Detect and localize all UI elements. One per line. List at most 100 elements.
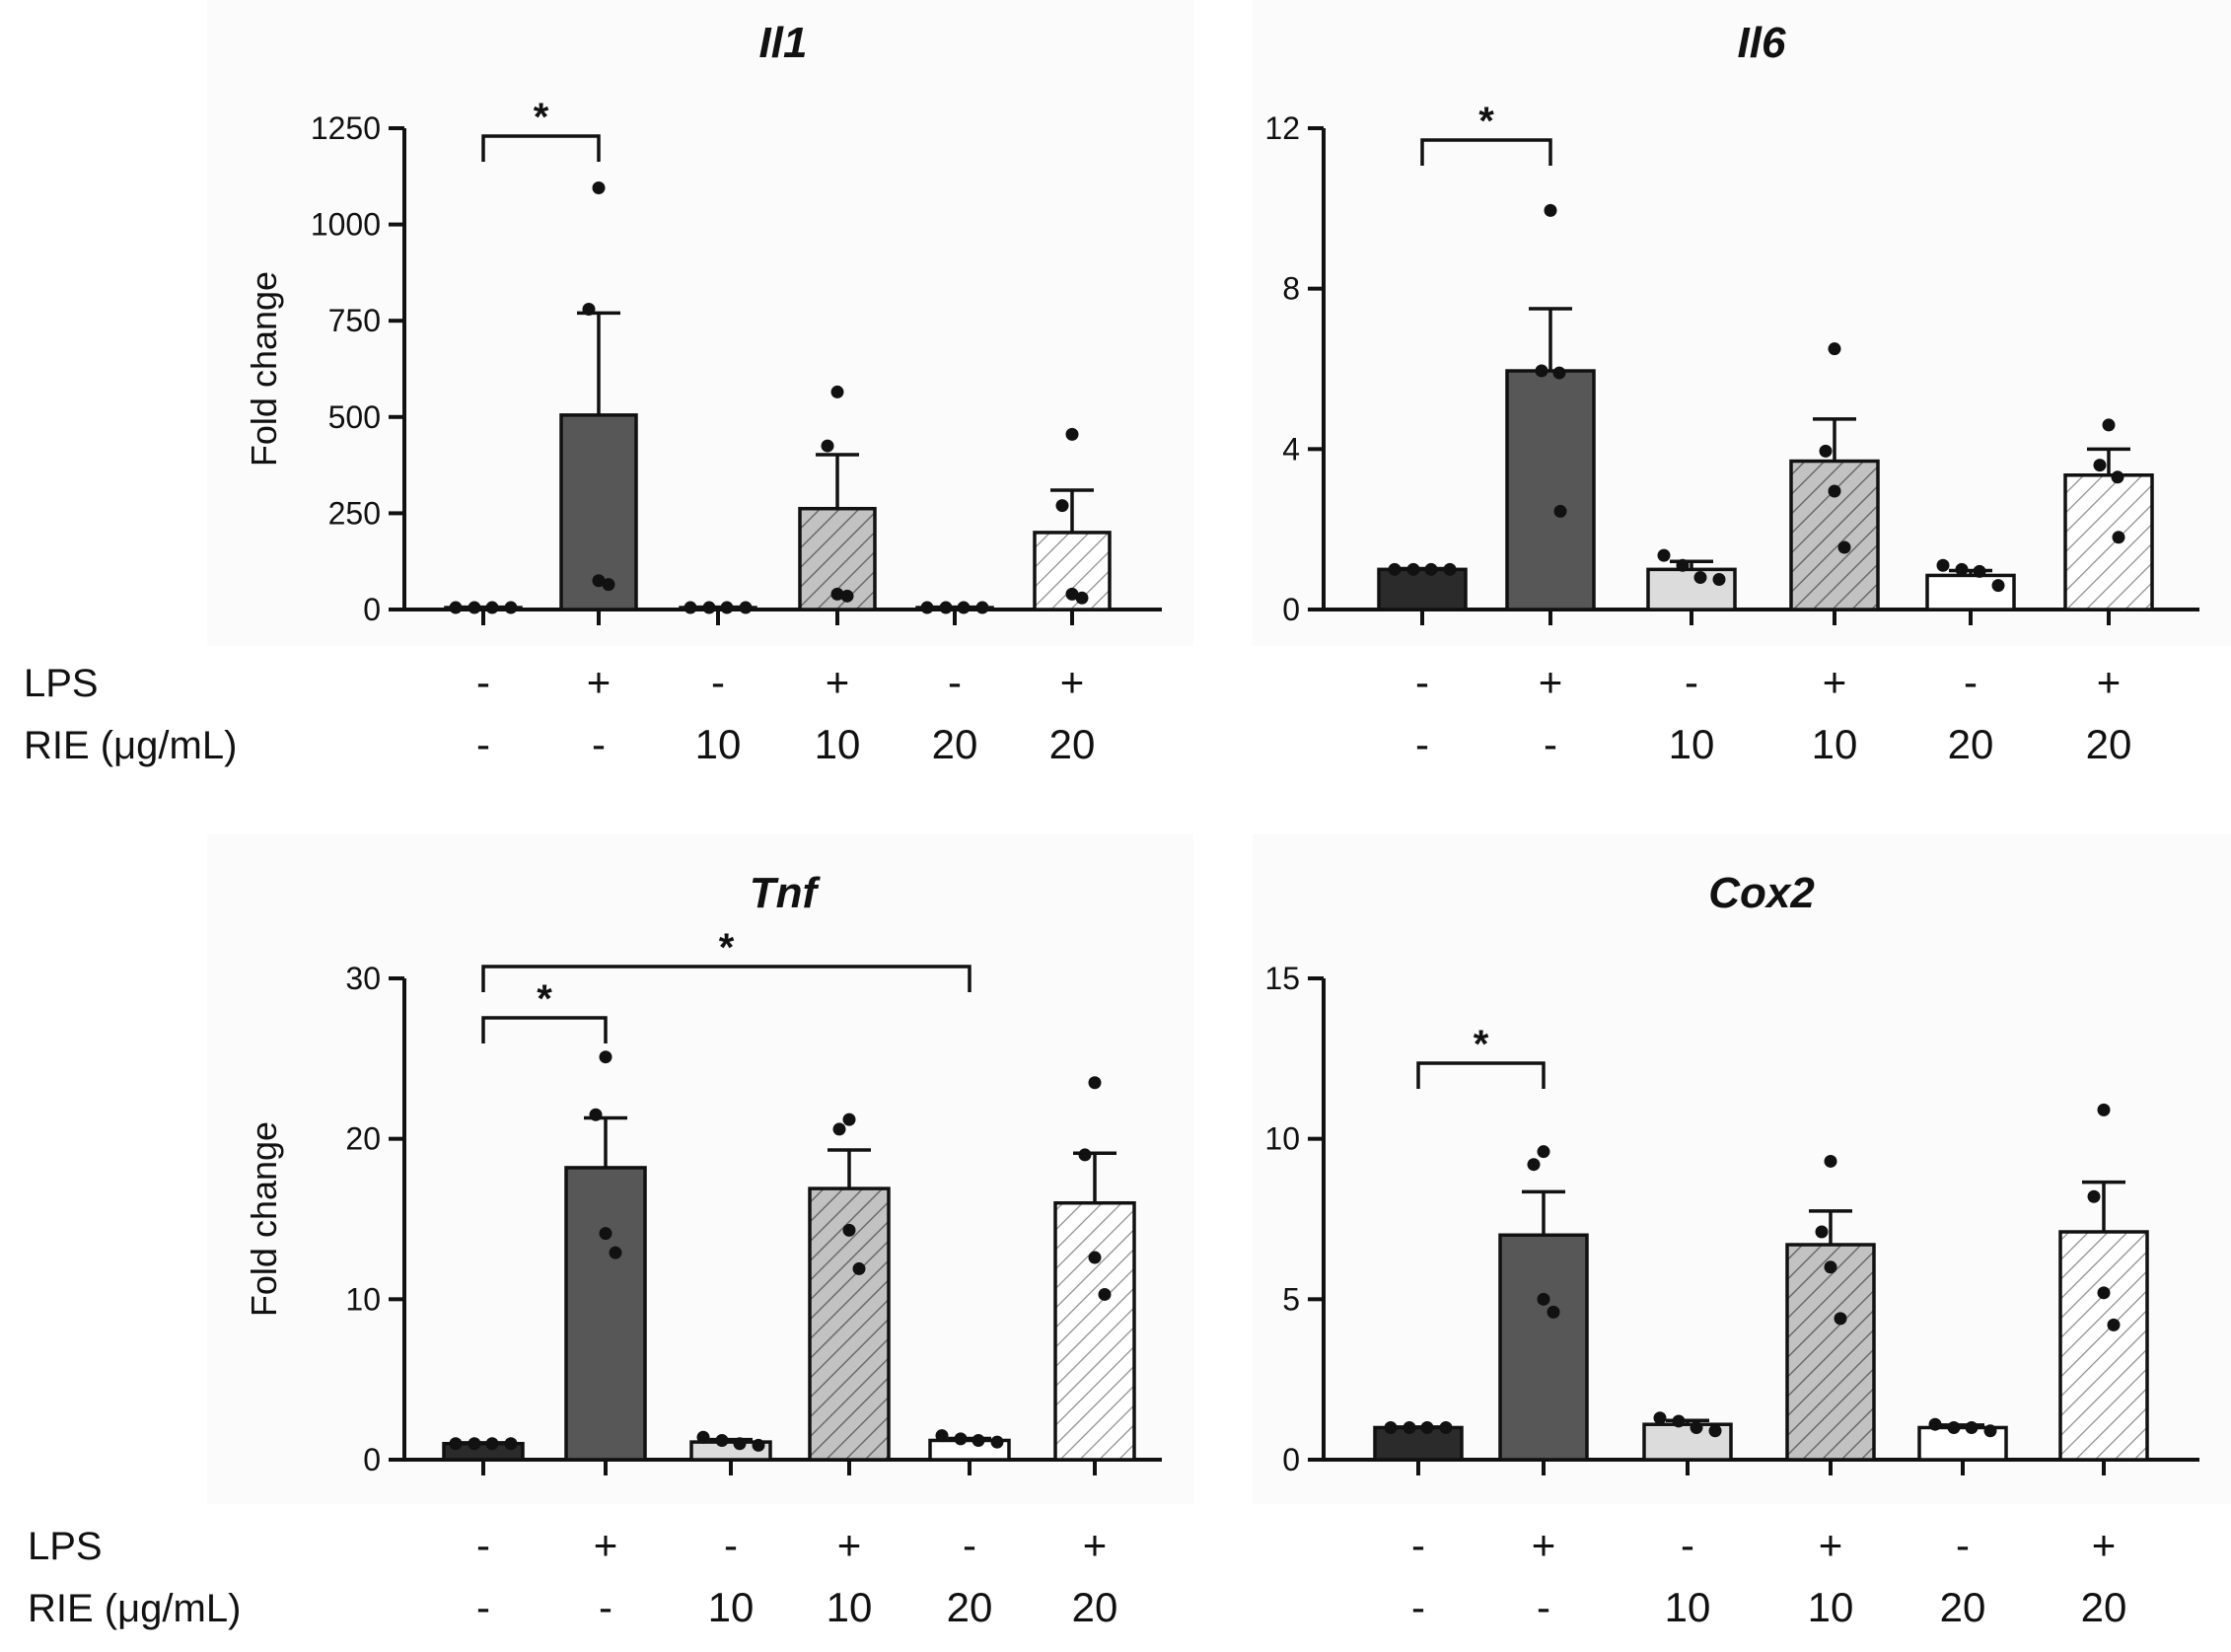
data-point <box>468 1437 481 1451</box>
data-point <box>1443 562 1457 576</box>
data-point <box>752 1438 765 1452</box>
data-point <box>609 1246 622 1259</box>
condition-value: 10 <box>708 1584 755 1630</box>
data-point <box>1955 562 1969 576</box>
data-point <box>1965 1420 1979 1434</box>
y-axis-label: Fold change <box>244 1121 284 1317</box>
condition-value: + <box>1060 659 1085 705</box>
data-point <box>840 589 854 603</box>
y-tick-label: 20 <box>345 1121 381 1157</box>
data-point <box>1834 1312 1847 1326</box>
data-point <box>830 385 844 398</box>
condition-value: - <box>476 659 490 705</box>
data-point <box>935 1429 949 1443</box>
data-point <box>939 601 953 614</box>
condition-value: 20 <box>1072 1584 1118 1630</box>
condition-row-label: LPS <box>24 662 99 705</box>
condition-value: 10 <box>695 721 742 767</box>
condition-value: 20 <box>1940 1584 1986 1630</box>
significance-bracket <box>1416 1061 1546 1089</box>
condition-value: + <box>587 659 612 705</box>
data-point <box>1553 504 1567 518</box>
condition-value: + <box>2092 1522 2117 1568</box>
chart-title: Tnf <box>750 869 822 917</box>
data-point <box>1527 1158 1541 1172</box>
condition-value: - <box>724 1522 738 1568</box>
chart-il1: Il1 0 250 500 750 1000 1250 Fold change * LPS - + - +… <box>24 19 1162 767</box>
data-point <box>1088 1076 1102 1090</box>
chart-title: Il1 <box>759 19 808 67</box>
condition-value: - <box>592 721 606 767</box>
data-point <box>852 1261 866 1275</box>
chart-tnf: Tnf 0 10 20 30 Fold change * * LPS - + - + - + RIE (μg/… <box>28 869 1162 1630</box>
condition-value: - <box>1544 721 1557 767</box>
data-point <box>1547 1305 1560 1319</box>
data-point <box>1824 1260 1837 1274</box>
y-tick-label: 10 <box>1264 1121 1300 1157</box>
data-point <box>2107 1318 2121 1331</box>
data-point <box>582 302 596 316</box>
data-point <box>1973 564 1986 578</box>
condition-value: + <box>594 1522 618 1568</box>
condition-value: 20 <box>1948 721 1994 767</box>
data-point <box>2093 459 2107 472</box>
data-point <box>2097 1103 2111 1116</box>
data-point <box>832 1122 846 1136</box>
significance-star: * <box>1478 100 1494 143</box>
condition-value: 10 <box>1808 1584 1854 1630</box>
condition-value: - <box>1964 659 1978 705</box>
bar <box>564 1166 647 1462</box>
y-tick-label: 250 <box>328 495 381 531</box>
condition-value: - <box>476 721 490 767</box>
data-point <box>842 1223 856 1237</box>
data-point <box>485 601 499 614</box>
condition-value: 20 <box>947 1584 993 1630</box>
data-point <box>842 1113 856 1126</box>
data-point <box>1828 342 1841 356</box>
data-point <box>715 1433 729 1447</box>
data-point <box>468 601 481 614</box>
data-point <box>1653 1411 1667 1425</box>
data-point <box>1088 1251 1102 1264</box>
y-tick-label: 750 <box>328 303 381 338</box>
data-point <box>1098 1287 1112 1301</box>
significance-bracket <box>1420 138 1552 166</box>
y-tick-label: 0 <box>1282 1442 1300 1477</box>
data-point <box>1936 558 1950 572</box>
data-point <box>485 1437 499 1451</box>
data-point <box>2111 470 2124 484</box>
condition-value: - <box>1681 1522 1694 1568</box>
condition-value: + <box>1823 659 1847 705</box>
condition-value: - <box>1537 1584 1550 1630</box>
significance-bracket <box>481 1016 608 1043</box>
data-point <box>599 1227 612 1241</box>
data-point <box>599 1050 612 1064</box>
condition-value: + <box>2097 659 2122 705</box>
data-point <box>2097 1286 2111 1300</box>
data-point <box>975 601 989 614</box>
condition-value: 10 <box>1812 721 1858 767</box>
y-tick-label: 12 <box>1264 110 1300 146</box>
data-point <box>2102 418 2116 432</box>
significance-bracket <box>481 134 601 162</box>
data-point <box>1535 364 1548 378</box>
data-point <box>1672 1414 1686 1428</box>
condition-value: - <box>1411 1522 1425 1568</box>
y-tick-label: 15 <box>1264 961 1300 996</box>
data-point <box>1947 1420 1961 1434</box>
data-point <box>1824 1154 1837 1168</box>
data-point <box>954 1432 968 1446</box>
condition-value: 10 <box>827 1584 873 1630</box>
data-point <box>1712 573 1726 586</box>
y-tick-label: 5 <box>1282 1281 1300 1317</box>
data-point <box>1815 1225 1829 1239</box>
condition-value: 10 <box>1665 1584 1711 1630</box>
data-point <box>1983 1424 1997 1438</box>
data-point <box>1837 540 1851 554</box>
condition-value: - <box>1411 1584 1425 1630</box>
condition-value: - <box>476 1584 490 1630</box>
bar <box>2063 473 2154 611</box>
data-point <box>1690 1420 1703 1434</box>
condition-value: - <box>1415 721 1429 767</box>
